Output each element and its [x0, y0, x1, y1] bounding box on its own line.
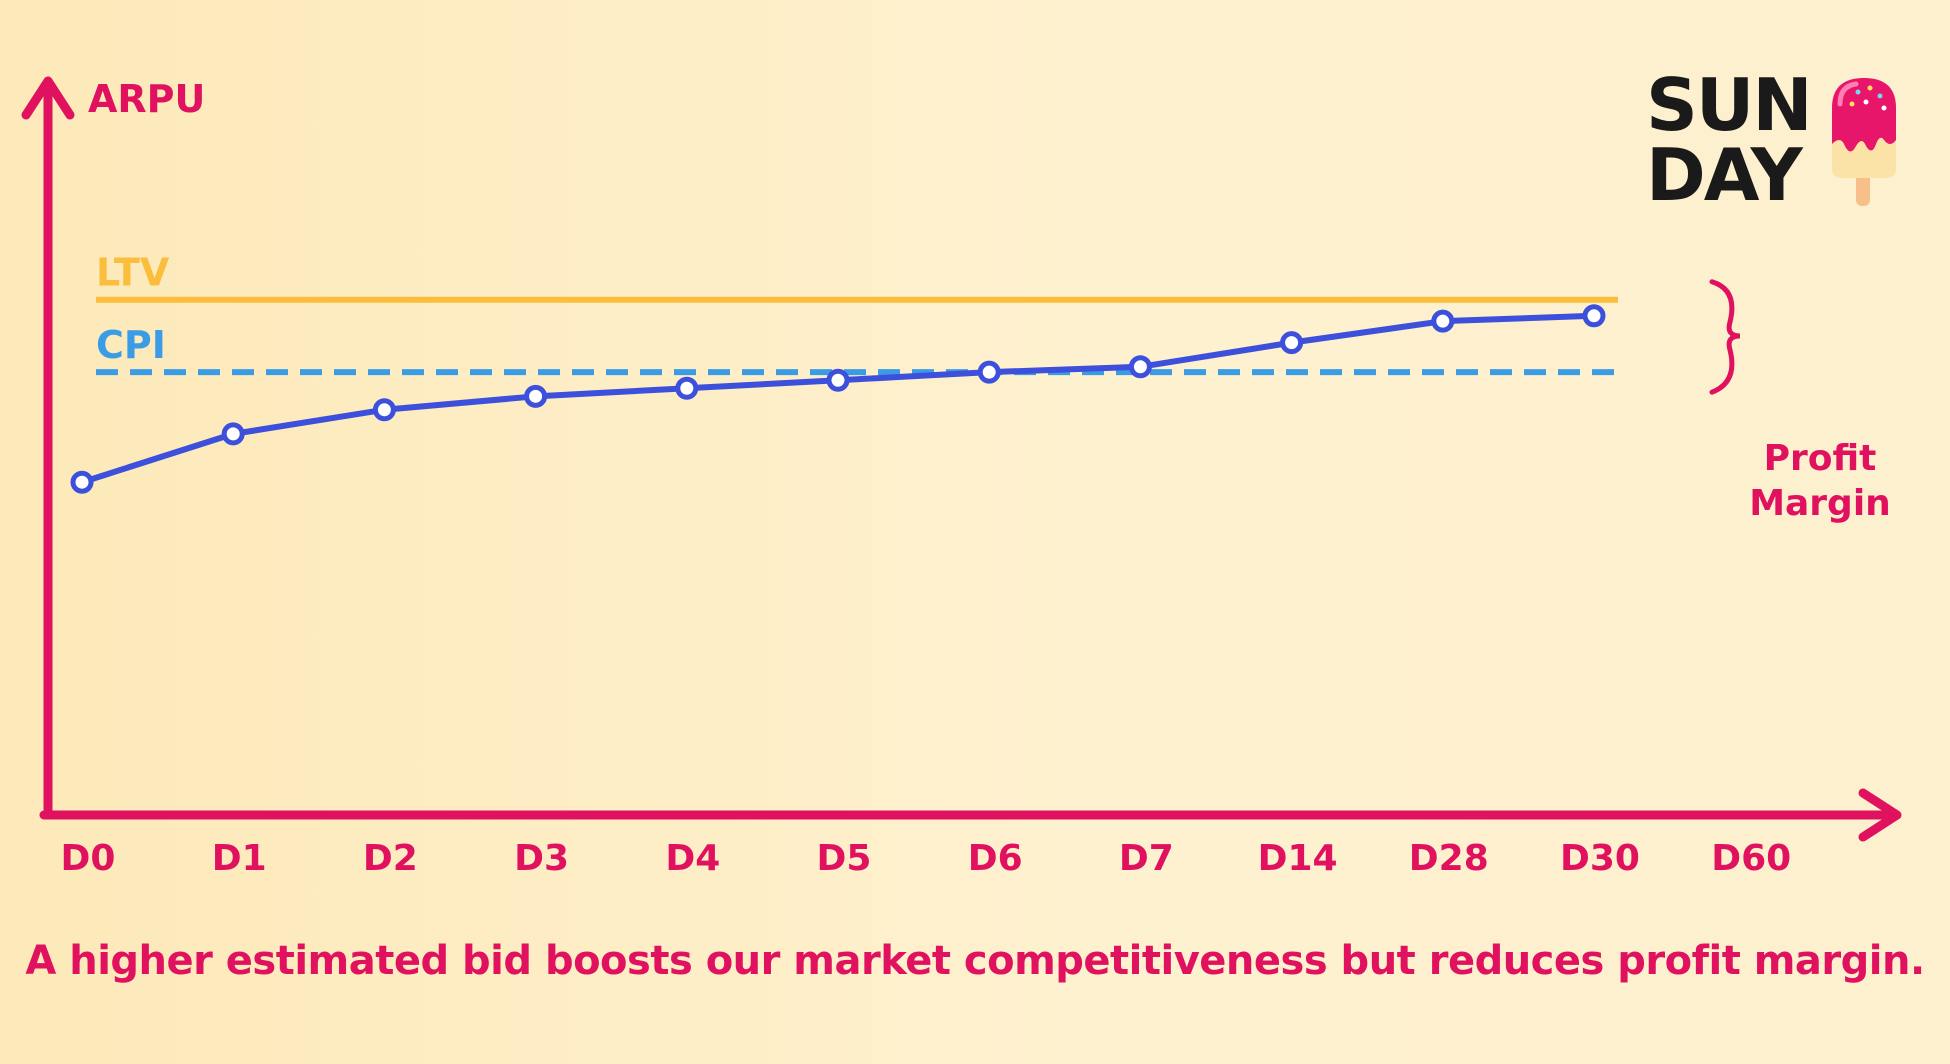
x-tick-label: D30	[1560, 838, 1640, 879]
x-tick-label: D60	[1711, 838, 1791, 879]
popsicle-icon	[1832, 78, 1896, 206]
reference-lines	[96, 296, 1618, 376]
reference-label-ltv: LTV	[96, 251, 170, 295]
data-point	[977, 360, 1001, 384]
reference-label-cpi: CPI	[96, 323, 166, 367]
logo-line1: SUN	[1646, 63, 1813, 147]
chart-labels: ARPU D0 D1 D2 D3 D4 D5 D6 D7 D14 D28 D30 D60 LTV CPI	[61, 77, 1792, 879]
x-tick-label: D5	[817, 838, 872, 879]
data-point	[1582, 304, 1606, 328]
data-point	[826, 368, 850, 392]
logo-line2: DAY	[1646, 133, 1803, 217]
data-point	[1431, 309, 1455, 333]
chart-axes	[21, 76, 1902, 842]
profit-margin-line1: Profit	[1763, 438, 1877, 479]
profit-margin-line2: Margin	[1749, 483, 1891, 524]
x-tick-label: D6	[968, 838, 1023, 879]
series-line	[81, 312, 1595, 486]
x-tick-label: D3	[514, 838, 569, 879]
data-point	[372, 398, 396, 422]
y-axis-title: ARPU	[88, 77, 205, 121]
x-tick-label: D2	[363, 838, 418, 879]
profit-margin-annotation: Profit Margin	[1740, 436, 1900, 526]
x-tick-label: D4	[665, 838, 720, 879]
x-tick-label: D1	[212, 838, 267, 879]
x-tick-label: D0	[61, 838, 116, 879]
chart-series	[70, 304, 1606, 494]
logo-wordmark: SUN DAY	[1646, 63, 1813, 217]
data-point	[70, 470, 94, 494]
x-axis-arrowhead	[1858, 788, 1902, 842]
data-point	[1280, 331, 1304, 355]
data-point	[524, 384, 548, 408]
x-tick-label: D14	[1258, 838, 1338, 879]
profit-margin-brace	[1709, 279, 1741, 395]
data-point	[675, 376, 699, 400]
data-point	[1128, 355, 1152, 379]
x-tick-label: D7	[1119, 838, 1174, 879]
chart-caption: A higher estimated bid boosts our market…	[25, 938, 1925, 984]
sunday-logo: SUN DAY	[1646, 63, 1896, 220]
x-tick-label: D28	[1409, 838, 1489, 879]
data-point	[221, 422, 245, 446]
y-axis-arrowhead	[21, 76, 75, 120]
